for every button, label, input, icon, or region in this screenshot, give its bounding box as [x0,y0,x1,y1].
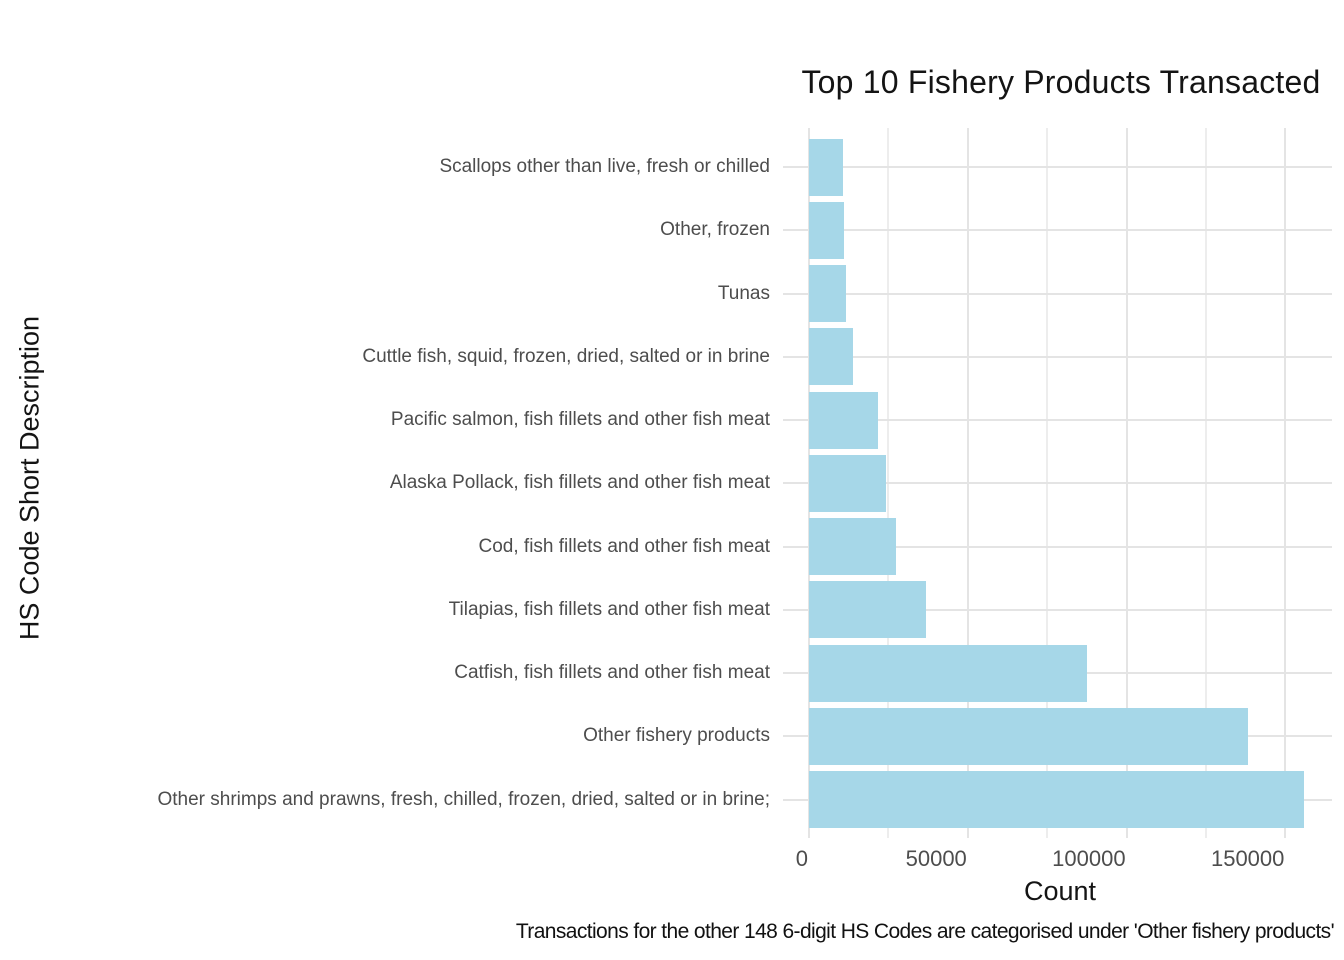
x-axis-tick-label: 0 [795,846,808,871]
chart-caption: Transactions for the other 148 6-digit H… [515,920,1335,943]
y-axis-category-label: Other fishery products [583,725,770,747]
category-gridline [783,419,1332,422]
bar [809,581,926,639]
y-axis-category-label: Other shrimps and prawns, fresh, chilled… [157,788,770,810]
category-gridline [783,292,1332,295]
category-gridline [783,166,1332,168]
bar [809,138,843,196]
category-gridline [783,482,1332,485]
y-axis-category-label: Tilapias, fish fillets and other fish me… [448,598,770,620]
y-axis-category-label: Pacific salmon, fish fillets and other f… [390,409,770,431]
y-axis-category-label: Cuttle fish, squid, frozen, dried, salte… [362,345,770,367]
bar [809,707,1248,765]
y-axis-category-label: Other, frozen [660,219,770,241]
y-axis-category-label: Catfish, fish fillets and other fish mea… [454,662,770,684]
category-gridline [783,229,1332,232]
bar [809,328,854,386]
x-axis-tick-label: 100000 [1052,846,1126,871]
bar [809,201,844,259]
bar [809,454,886,512]
x-axis-tick-label: 50000 [905,846,967,871]
y-axis-category-label: Cod, fish fillets and other fish meat [478,535,770,557]
category-gridline [783,355,1332,358]
bar [809,518,897,576]
y-axis-title: HS Code Short Description [14,315,45,641]
y-axis-category-label: Alaska Pollack, fish fillets and other f… [389,472,770,494]
x-axis-title: Count [1023,876,1097,906]
bar [809,771,1304,829]
x-axis-tick-label: 150000 [1210,846,1285,871]
category-gridline [783,608,1332,611]
chart-title: Top 10 Fishery Products Transacted [801,64,1321,100]
y-axis-category-label: Scallops other than live, fresh or chill… [439,156,770,177]
bar [809,265,847,323]
y-axis-category-label: Tunas [717,282,770,304]
bar [809,644,1087,702]
category-gridline [783,545,1332,548]
bar [809,391,879,449]
